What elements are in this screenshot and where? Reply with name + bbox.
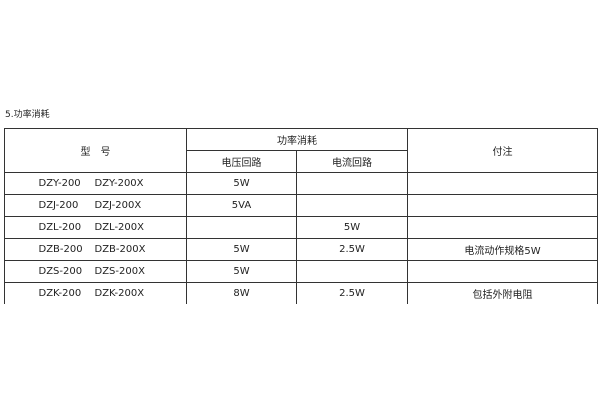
current-cell: 5W xyxy=(296,216,408,239)
current-cell: 2.5W xyxy=(296,238,408,261)
header-voltage: 电压回路 xyxy=(186,150,297,173)
model-b: DZS-200X xyxy=(94,266,145,277)
note-cell: 包括外附电阻 xyxy=(407,282,598,304)
voltage-cell: 5W xyxy=(186,172,297,195)
model-a: DZB-200 xyxy=(38,244,83,255)
model-b: DZB-200X xyxy=(94,244,146,255)
voltage-cell: 5VA xyxy=(186,194,297,217)
current-cell xyxy=(296,172,408,195)
voltage-cell: 8W xyxy=(186,282,297,304)
header-note: 付注 xyxy=(407,128,598,173)
model-a: DZL-200 xyxy=(38,222,82,233)
table-row: DZL-200 DZL-200X 5W xyxy=(4,216,598,239)
model-a: DZS-200 xyxy=(38,266,83,277)
table-row: DZK-200 DZK-200X 8W 2.5W 包括外附电阻 xyxy=(4,282,598,304)
table-row: DZY-200 DZY-200X 5W xyxy=(4,172,598,195)
note-cell: 电流动作规格5W xyxy=(407,238,598,261)
voltage-cell xyxy=(186,216,297,239)
current-cell xyxy=(296,194,408,217)
voltage-cell: 5W xyxy=(186,238,297,261)
model-b: DZL-200X xyxy=(94,222,145,233)
model-a: DZY-200 xyxy=(38,178,81,189)
table-row: DZS-200 DZS-200X 5W xyxy=(4,260,598,283)
model-a: DZK-200 xyxy=(38,288,82,299)
header-power: 功率消耗 xyxy=(186,128,408,151)
table-row: DZB-200 DZB-200X 5W 2.5W 电流动作规格5W xyxy=(4,238,598,261)
model-cell: DZY-200 DZY-200X xyxy=(4,172,187,195)
section-title: 5.功率消耗 xyxy=(5,110,50,120)
model-cell: DZK-200 DZK-200X xyxy=(4,282,187,304)
model-cell: DZL-200 DZL-200X xyxy=(4,216,187,239)
table-row: DZJ-200 DZJ-200X 5VA xyxy=(4,194,598,217)
model-b: DZY-200X xyxy=(94,178,144,189)
note-cell xyxy=(407,172,598,195)
model-cell: DZB-200 DZB-200X xyxy=(4,238,187,261)
note-cell xyxy=(407,260,598,283)
header-model: 型 号 xyxy=(4,128,187,173)
model-b: DZJ-200X xyxy=(94,200,142,211)
model-cell: DZJ-200 DZJ-200X xyxy=(4,194,187,217)
voltage-cell: 5W xyxy=(186,260,297,283)
note-cell xyxy=(407,216,598,239)
note-cell xyxy=(407,194,598,217)
model-cell: DZS-200 DZS-200X xyxy=(4,260,187,283)
current-cell xyxy=(296,260,408,283)
model-a: DZJ-200 xyxy=(38,200,79,211)
current-cell: 2.5W xyxy=(296,282,408,304)
model-b: DZK-200X xyxy=(94,288,145,299)
power-consumption-table: 型 号 功率消耗 付注 电压回路 电流回路 DZY-200 DZY-200X 5W… xyxy=(4,128,598,304)
header-current: 电流回路 xyxy=(296,150,408,173)
